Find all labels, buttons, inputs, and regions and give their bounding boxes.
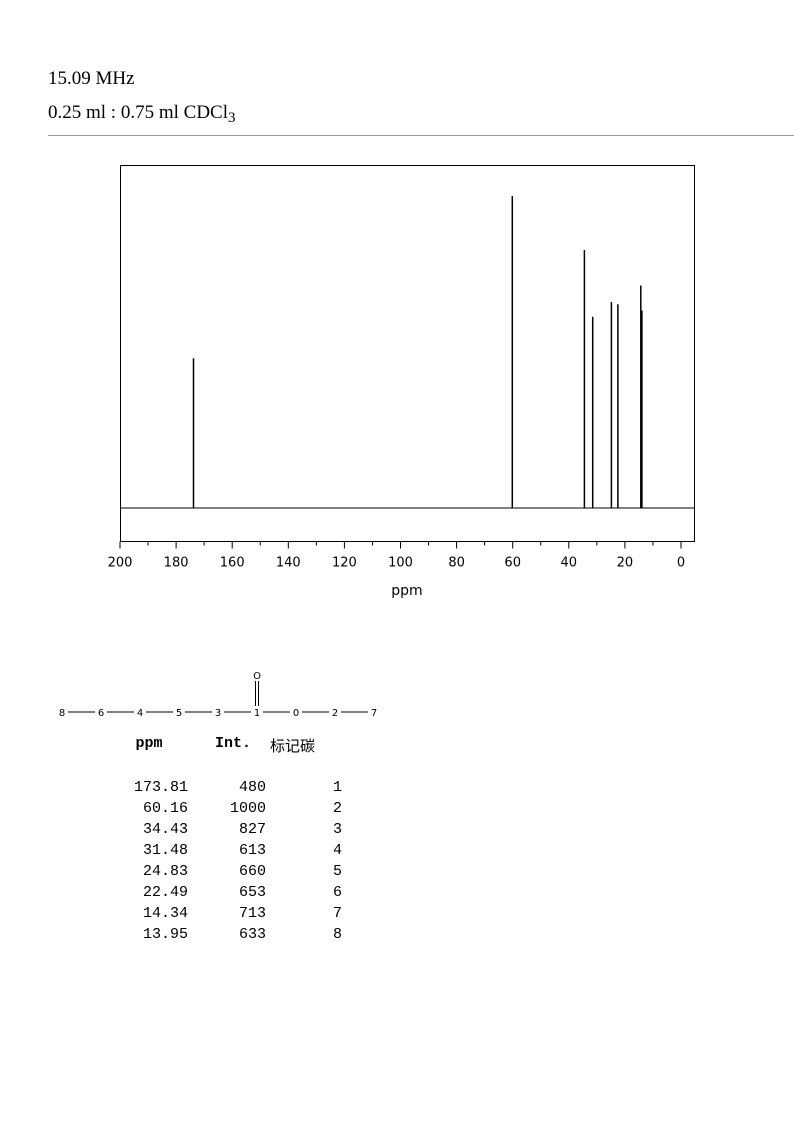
table-row: 24.83 660 5 (100, 861, 342, 882)
x-tick-label: 160 (220, 556, 245, 571)
solvent-info: 0.25 ml : 0.75 ml CDCl3 (48, 102, 236, 126)
solvent-text: 0.25 ml : 0.75 ml CDCl (48, 102, 228, 123)
cell-ppm: 22.49 (142, 884, 188, 901)
cell-carbon: 8 (332, 926, 342, 943)
x-tick-label: 140 (276, 556, 301, 571)
header-labeled-carbon: 标记碳 (270, 737, 316, 755)
cell-ppm: 24.83 (142, 863, 188, 880)
peak-table-body: 173.81 480 1 60.16 1000 2 34.43 827 3 31.48 613 4 24… (100, 777, 342, 945)
x-tick-label: 40 (561, 556, 578, 571)
cell-carbon: 1 (332, 779, 342, 796)
solvent-subscript: 3 (228, 110, 236, 126)
cell-intensity: 613 (238, 842, 266, 859)
x-tick-label: 200 (108, 556, 133, 571)
atom-label: 5 (176, 708, 182, 719)
x-tick-label: 60 (504, 556, 521, 571)
header-divider (48, 135, 794, 136)
cell-intensity: 480 (238, 779, 266, 796)
cell-intensity: 633 (238, 926, 266, 943)
x-tick-label: 80 (448, 556, 465, 571)
cell-intensity: 1000 (229, 800, 266, 817)
nmr-spectrum-chart: 200 180 160 140 120 100 80 60 40 20 0 ppm (108, 165, 695, 599)
table-row: 14.34 713 7 (100, 903, 342, 924)
molecule-structure: 8 6 4 5 3 1 0 2 7 O (59, 671, 377, 719)
header-intensity: Int. (214, 735, 251, 752)
x-tick-label: 20 (617, 556, 634, 571)
spectrometer-frequency: 15.09 MHz (48, 68, 135, 89)
x-tick-label: 180 (164, 556, 189, 571)
cell-ppm: 31.48 (142, 842, 188, 859)
x-tick-label: 100 (388, 556, 413, 571)
atom-label: 1 (254, 708, 260, 719)
x-tick-label: 0 (677, 556, 685, 571)
header-ppm: ppm (135, 735, 163, 752)
table-row: 60.16 1000 2 (100, 798, 342, 819)
atom-label: 8 (59, 708, 65, 719)
table-spacer (100, 756, 342, 777)
cell-carbon: 5 (332, 863, 342, 880)
structure-bonds (68, 681, 368, 713)
cell-carbon: 2 (332, 800, 342, 817)
structure-atoms: 8 6 4 5 3 1 0 2 7 O (59, 671, 377, 719)
table-row: 173.81 480 1 (100, 777, 342, 798)
cell-intensity: 653 (238, 884, 266, 901)
cell-carbon: 7 (332, 905, 342, 922)
atom-label: 3 (215, 708, 221, 719)
cell-ppm: 60.16 (142, 800, 188, 817)
cell-intensity: 660 (238, 863, 266, 880)
peak-table-header: ppm Int. 标记碳 (100, 735, 342, 756)
peak-table: ppm Int. 标记碳 173.81 480 1 60.16 1000 2 34.43 82… (100, 735, 342, 945)
atom-label: 2 (332, 708, 338, 719)
table-row: 22.49 653 6 (100, 882, 342, 903)
x-axis: 200 180 160 140 120 100 80 60 40 20 0 (108, 541, 685, 571)
cell-carbon: 6 (332, 884, 342, 901)
atom-label: 6 (98, 708, 104, 719)
oxygen-label: O (253, 671, 261, 682)
x-axis-label: ppm (391, 583, 422, 599)
cell-carbon: 4 (332, 842, 342, 859)
cell-ppm: 14.34 (142, 905, 188, 922)
cell-ppm: 13.95 (142, 926, 188, 943)
cell-ppm: 173.81 (133, 779, 188, 796)
cell-intensity: 827 (238, 821, 266, 838)
atom-label: 0 (293, 708, 299, 719)
cell-carbon: 3 (332, 821, 342, 838)
table-row: 34.43 827 3 (100, 819, 342, 840)
table-row: 13.95 633 8 (100, 924, 342, 945)
x-tick-label: 120 (332, 556, 357, 571)
cell-ppm: 34.43 (142, 821, 188, 838)
table-row: 31.48 613 4 (100, 840, 342, 861)
peaks-group (192, 196, 643, 508)
plot-frame (120, 165, 695, 542)
atom-label: 4 (137, 708, 143, 719)
cell-intensity: 713 (238, 905, 266, 922)
atom-label: 7 (371, 708, 377, 719)
